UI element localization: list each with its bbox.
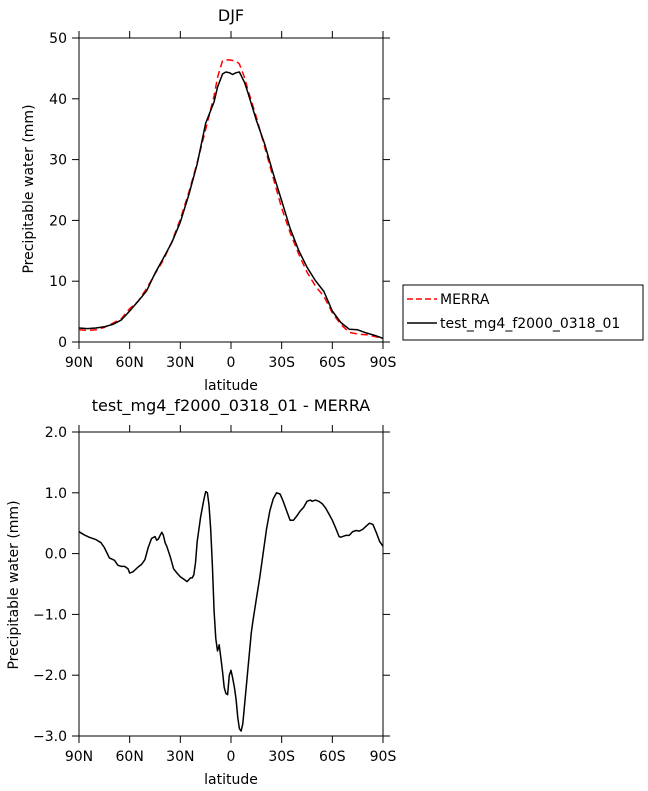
top-x-axis-label: latitude xyxy=(204,378,258,394)
top-x-tick-label: 30N xyxy=(166,355,194,371)
top-panel: DJF 90N 60N 30N 0 30S 60S 90S 0 10 20 30 40 50 latit… xyxy=(21,6,396,394)
bottom-x-axis-label: latitude xyxy=(204,772,258,788)
bottom-panel: test_mg4_f2000_0318_01 - MERRA 90N 60N 30N… xyxy=(6,396,396,788)
top-y-tick-label: 40 xyxy=(49,92,67,108)
top-series-line-merra xyxy=(78,59,384,340)
top-plot-frame xyxy=(78,37,384,343)
top-chart-title: DJF xyxy=(218,6,244,25)
bottom-y-axis-label: Precipitable water (mm) xyxy=(6,500,22,669)
legend-box xyxy=(402,284,644,341)
top-x-tick-label: 30S xyxy=(268,355,295,371)
top-y-tick-label: 50 xyxy=(49,31,67,47)
top-y-tick-label: 10 xyxy=(49,274,67,290)
top-y-tick-label: 30 xyxy=(49,153,67,169)
bottom-chart-title: test_mg4_f2000_0318_01 - MERRA xyxy=(92,396,371,416)
top-x-tick-label: 60N xyxy=(116,355,144,371)
top-x-tick-label: 0 xyxy=(227,355,236,371)
top-y-tick-label: 20 xyxy=(49,213,67,229)
bottom-series-line-0 xyxy=(78,490,384,732)
top-y-tick-label: 0 xyxy=(58,335,67,351)
bottom-x-tick-label: 60N xyxy=(116,749,144,765)
bottom-x-tick-label: 0 xyxy=(227,749,236,765)
legend: MERRA test_mg4_f2000_0318_01 xyxy=(402,284,644,341)
bottom-x-tick-label: 90S xyxy=(370,749,397,765)
legend-label-test: test_mg4_f2000_0318_01 xyxy=(440,316,620,332)
bottom-plot-area: 90N 60N 30N 0 30S 60S 90S 2.0 1.0 0.0 −1.0 −2.0 −3.0 xyxy=(33,425,396,765)
bottom-y-tick-label: −1.0 xyxy=(33,607,67,623)
bottom-x-tick-label: 30N xyxy=(166,749,194,765)
bottom-plot-frame xyxy=(78,431,384,737)
bottom-y-tick-label: −3.0 xyxy=(33,729,67,745)
bottom-y-tick-label: 1.0 xyxy=(45,486,67,502)
top-x-tick-label: 90N xyxy=(65,355,93,371)
bottom-y-tick-label: −2.0 xyxy=(33,668,67,684)
top-y-axis-label: Precipitable water (mm) xyxy=(21,104,37,273)
bottom-y-tick-label: 2.0 xyxy=(45,425,67,441)
bottom-x-tick-label: 90N xyxy=(65,749,93,765)
legend-label-merra: MERRA xyxy=(440,292,490,308)
top-series-line-test-mg4-f2000-0318-01 xyxy=(78,71,384,340)
bottom-x-tick-label: 30S xyxy=(268,749,295,765)
top-plot-area: 90N 60N 30N 0 30S 60S 90S 0 10 20 30 40 50 xyxy=(49,31,396,371)
top-x-tick-label: 90S xyxy=(370,355,397,371)
top-x-tick-label: 60S xyxy=(319,355,346,371)
bottom-x-tick-label: 60S xyxy=(319,749,346,765)
bottom-y-tick-label: 0.0 xyxy=(45,547,67,563)
